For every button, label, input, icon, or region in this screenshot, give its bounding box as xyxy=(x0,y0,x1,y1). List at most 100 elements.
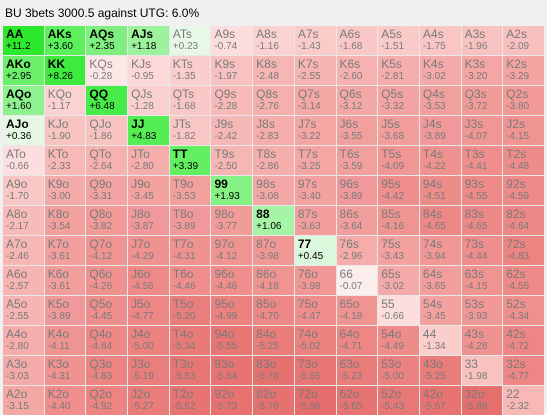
hand-cell-T6s[interactable]: T6s -3.59 xyxy=(336,146,378,175)
hand-cell-42o[interactable]: 42o -5.67 xyxy=(419,386,461,415)
hand-cell-Q3s[interactable]: Q3s -3.72 xyxy=(461,86,503,115)
hand-cell-Q2s[interactable]: Q2s -3.80 xyxy=(503,86,544,115)
hand-cell-Q9s[interactable]: Q9s -2.28 xyxy=(211,86,253,115)
hand-cell-A8o[interactable]: A8o -2.17 xyxy=(3,206,44,235)
hand-cell-K2o[interactable]: K2o -4.40 xyxy=(44,386,86,415)
hand-cell-K6s[interactable]: K6s -2.60 xyxy=(336,56,378,85)
hand-cell-74s[interactable]: 74s -3.94 xyxy=(419,236,461,265)
hand-cell-65o[interactable]: 65o -4.18 xyxy=(336,296,378,325)
hand-cell-T3o[interactable]: T3o -5.53 xyxy=(169,356,211,385)
hand-cell-J7s[interactable]: J7s -3.22 xyxy=(294,116,336,145)
hand-cell-54o[interactable]: 54o -4.49 xyxy=(378,326,419,355)
hand-cell-A7o[interactable]: A7o -2.46 xyxy=(3,236,44,265)
hand-cell-64o[interactable]: 64o -4.71 xyxy=(336,326,378,355)
hand-cell-J2s[interactable]: J2s -4.15 xyxy=(503,116,544,145)
hand-cell-K3s[interactable]: K3s -3.20 xyxy=(461,56,503,85)
hand-cell-Q2o[interactable]: Q2o -4.92 xyxy=(86,386,128,415)
hand-cell-A9o[interactable]: A9o -1.70 xyxy=(3,176,44,205)
hand-cell-54s[interactable]: 54s -3.45 xyxy=(419,296,461,325)
hand-cell-Q5s[interactable]: Q5s -3.32 xyxy=(378,86,419,115)
hand-cell-J3s[interactable]: J3s -4.07 xyxy=(461,116,503,145)
hand-cell-76o[interactable]: 76o -3.98 xyxy=(294,266,336,295)
hand-cell-96o[interactable]: 96o -4.46 xyxy=(211,266,253,295)
hand-cell-A7s[interactable]: A7s -1.43 xyxy=(294,26,336,55)
hand-cell-Q4s[interactable]: Q4s -3.53 xyxy=(419,86,461,115)
hand-cell-85s[interactable]: 85s -4.16 xyxy=(378,206,419,235)
hand-cell-ATo[interactable]: ATo -0.66 xyxy=(3,146,44,175)
hand-cell-K5o[interactable]: K5o -3.89 xyxy=(44,296,86,325)
hand-cell-T7o[interactable]: T7o -4.31 xyxy=(169,236,211,265)
hand-cell-72s[interactable]: 72s -4.83 xyxy=(503,236,544,265)
hand-cell-63s[interactable]: 63s -4.15 xyxy=(461,266,503,295)
hand-cell-KQs[interactable]: KQs -0.28 xyxy=(86,56,128,85)
hand-cell-JTs[interactable]: JTs -1.82 xyxy=(169,116,211,145)
hand-cell-93o[interactable]: 93o -5.64 xyxy=(211,356,253,385)
hand-cell-AJs[interactable]: AJs +1.18 xyxy=(128,26,169,55)
hand-cell-85o[interactable]: 85o -4.70 xyxy=(253,296,294,325)
hand-cell-AA[interactable]: AA +11.2 xyxy=(3,26,44,55)
hand-cell-A6o[interactable]: A6o -2.57 xyxy=(3,266,44,295)
hand-cell-74o[interactable]: 74o -5.02 xyxy=(294,326,336,355)
hand-cell-J8s[interactable]: J8s -2.83 xyxy=(253,116,294,145)
hand-cell-98s[interactable]: 98s -3.08 xyxy=(253,176,294,205)
hand-cell-95s[interactable]: 95s -4.42 xyxy=(378,176,419,205)
hand-cell-K7o[interactable]: K7o -3.61 xyxy=(44,236,86,265)
hand-cell-A8s[interactable]: A8s -1.16 xyxy=(253,26,294,55)
hand-cell-92o[interactable]: 92o -5.73 xyxy=(211,386,253,415)
hand-cell-J2o[interactable]: J2o -5.27 xyxy=(128,386,169,415)
hand-cell-J6o[interactable]: J6o -4.56 xyxy=(128,266,169,295)
hand-cell-J4o[interactable]: J4o -5.00 xyxy=(128,326,169,355)
hand-cell-94s[interactable]: 94s -4.51 xyxy=(419,176,461,205)
hand-cell-Q3o[interactable]: Q3o -4.83 xyxy=(86,356,128,385)
hand-cell-AKo[interactable]: AKo +2.95 xyxy=(3,56,44,85)
hand-cell-86o[interactable]: 86o -4.18 xyxy=(253,266,294,295)
hand-cell-75o[interactable]: 75o -4.47 xyxy=(294,296,336,325)
hand-cell-T8o[interactable]: T8o -3.89 xyxy=(169,206,211,235)
hand-cell-83s[interactable]: 83s -4.65 xyxy=(461,206,503,235)
hand-cell-62o[interactable]: 62o -5.65 xyxy=(336,386,378,415)
hand-cell-Q4o[interactable]: Q4o -4.64 xyxy=(86,326,128,355)
hand-cell-33[interactable]: 33 -1.98 xyxy=(461,356,503,385)
hand-cell-53o[interactable]: 53o -5.00 xyxy=(378,356,419,385)
hand-cell-K9s[interactable]: K9s -1.97 xyxy=(211,56,253,85)
hand-cell-J6s[interactable]: J6s -3.55 xyxy=(336,116,378,145)
hand-cell-65s[interactable]: 65s -3.02 xyxy=(378,266,419,295)
hand-cell-KJo[interactable]: KJo -1.90 xyxy=(44,116,86,145)
hand-cell-J5o[interactable]: J5o -4.77 xyxy=(128,296,169,325)
hand-cell-A5o[interactable]: A5o -2.55 xyxy=(3,296,44,325)
hand-cell-73s[interactable]: 73s -4.44 xyxy=(461,236,503,265)
hand-cell-98o[interactable]: 98o -3.77 xyxy=(211,206,253,235)
hand-cell-AKs[interactable]: AKs +3.60 xyxy=(44,26,86,55)
hand-cell-99[interactable]: 99 +1.93 xyxy=(211,176,253,205)
hand-cell-T4s[interactable]: T4s -4.22 xyxy=(419,146,461,175)
hand-cell-K3o[interactable]: K3o -4.31 xyxy=(44,356,86,385)
hand-cell-94o[interactable]: 94o -5.55 xyxy=(211,326,253,355)
hand-cell-QQ[interactable]: QQ +6.48 xyxy=(86,86,128,115)
hand-cell-72o[interactable]: 72o -5.96 xyxy=(294,386,336,415)
hand-cell-92s[interactable]: 92s -4.59 xyxy=(503,176,544,205)
hand-cell-Q7s[interactable]: Q7s -3.14 xyxy=(294,86,336,115)
hand-cell-K6o[interactable]: K6o -3.61 xyxy=(44,266,86,295)
hand-cell-J9o[interactable]: J9o -3.45 xyxy=(128,176,169,205)
hand-cell-87s[interactable]: 87s -3.63 xyxy=(294,206,336,235)
hand-cell-K8o[interactable]: K8o -3.54 xyxy=(44,206,86,235)
hand-cell-KTs[interactable]: KTs -1.35 xyxy=(169,56,211,85)
hand-cell-T9s[interactable]: T9s -2.50 xyxy=(211,146,253,175)
hand-cell-76s[interactable]: 76s -2.96 xyxy=(336,236,378,265)
hand-cell-43s[interactable]: 43s -4.28 xyxy=(461,326,503,355)
hand-cell-J4s[interactable]: J4s -3.89 xyxy=(419,116,461,145)
hand-cell-52o[interactable]: 52o -5.43 xyxy=(378,386,419,415)
hand-cell-K4s[interactable]: K4s -3.02 xyxy=(419,56,461,85)
hand-cell-96s[interactable]: 96s -3.89 xyxy=(336,176,378,205)
hand-cell-A3o[interactable]: A3o -3.03 xyxy=(3,356,44,385)
hand-cell-77[interactable]: 77 +0.45 xyxy=(294,236,336,265)
hand-cell-82o[interactable]: 82o -5.76 xyxy=(253,386,294,415)
hand-cell-QTo[interactable]: QTo -2.64 xyxy=(86,146,128,175)
hand-cell-Q9o[interactable]: Q9o -3.31 xyxy=(86,176,128,205)
hand-cell-82s[interactable]: 82s -4.64 xyxy=(503,206,544,235)
hand-cell-QJs[interactable]: QJs -1.28 xyxy=(128,86,169,115)
hand-cell-J7o[interactable]: J7o -4.29 xyxy=(128,236,169,265)
hand-cell-KQo[interactable]: KQo -1.17 xyxy=(44,86,86,115)
hand-cell-QTs[interactable]: QTs -1.68 xyxy=(169,86,211,115)
hand-cell-KJs[interactable]: KJs -0.95 xyxy=(128,56,169,85)
